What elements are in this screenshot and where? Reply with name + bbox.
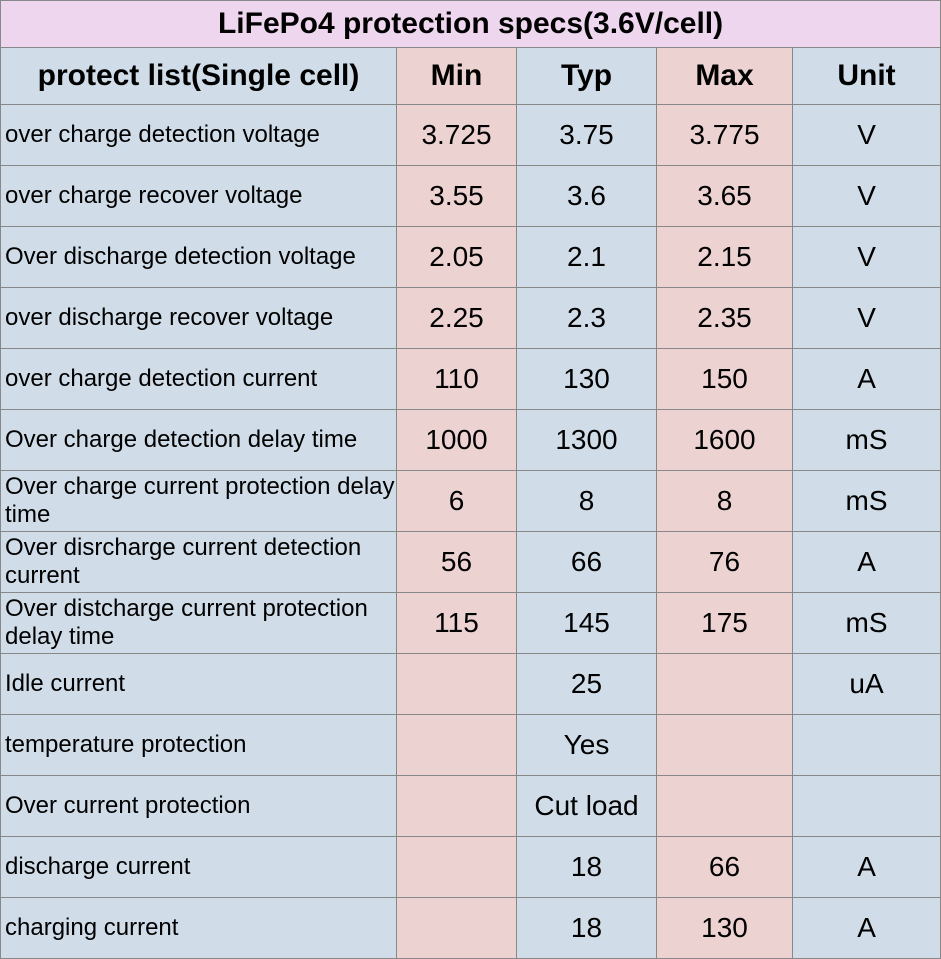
cell-min: 3.55 — [397, 166, 517, 227]
cell-typ: 66 — [517, 532, 657, 593]
cell-typ: 2.1 — [517, 227, 657, 288]
cell-typ: 3.6 — [517, 166, 657, 227]
cell-typ: 1300 — [517, 410, 657, 471]
table-row: Idle current 25 uA — [1, 654, 941, 715]
cell-param: Over charge current protection delay tim… — [1, 471, 397, 532]
header-min: Min — [397, 48, 517, 105]
cell-unit: V — [793, 227, 941, 288]
cell-param: Over charge detection delay time — [1, 410, 397, 471]
cell-param: discharge current — [1, 837, 397, 898]
cell-max: 3.65 — [657, 166, 793, 227]
cell-unit: A — [793, 532, 941, 593]
cell-typ: 2.3 — [517, 288, 657, 349]
cell-typ: 3.75 — [517, 105, 657, 166]
table-row: Over disrcharge current detection curren… — [1, 532, 941, 593]
cell-min: 115 — [397, 593, 517, 654]
cell-max: 2.35 — [657, 288, 793, 349]
table-row: over charge detection voltage3.7253.753.… — [1, 105, 941, 166]
cell-min — [397, 898, 517, 959]
cell-unit: uA — [793, 654, 941, 715]
cell-typ: 130 — [517, 349, 657, 410]
cell-max: 1600 — [657, 410, 793, 471]
cell-unit: A — [793, 898, 941, 959]
header-unit: Unit — [793, 48, 941, 105]
cell-min: 1000 — [397, 410, 517, 471]
title-row: LiFePo4 protection specs(3.6V/cell) — [1, 1, 941, 48]
cell-max — [657, 654, 793, 715]
cell-typ: 145 — [517, 593, 657, 654]
cell-unit: mS — [793, 410, 941, 471]
cell-param: temperature protection — [1, 715, 397, 776]
cell-param: Over discharge detection voltage — [1, 227, 397, 288]
table-row: discharge current 1866A — [1, 837, 941, 898]
cell-max: 175 — [657, 593, 793, 654]
cell-max: 150 — [657, 349, 793, 410]
cell-min — [397, 715, 517, 776]
cell-param: over discharge recover voltage — [1, 288, 397, 349]
cell-unit: A — [793, 349, 941, 410]
table-row: Over charge current protection delay tim… — [1, 471, 941, 532]
cell-min — [397, 654, 517, 715]
cell-max: 66 — [657, 837, 793, 898]
cell-unit — [793, 715, 941, 776]
table-title: LiFePo4 protection specs(3.6V/cell) — [1, 1, 941, 48]
cell-min: 2.05 — [397, 227, 517, 288]
cell-param: Over distcharge current protection delay… — [1, 593, 397, 654]
table-row: over charge recover voltage3.553.63.65V — [1, 166, 941, 227]
cell-min: 110 — [397, 349, 517, 410]
cell-unit: mS — [793, 471, 941, 532]
cell-param: Over current protection — [1, 776, 397, 837]
cell-param: over charge detection current — [1, 349, 397, 410]
cell-param: charging current — [1, 898, 397, 959]
header-row: protect list(Single cell) Min Typ Max Un… — [1, 48, 941, 105]
table-row: Over distcharge current protection delay… — [1, 593, 941, 654]
cell-min: 3.725 — [397, 105, 517, 166]
cell-param: Over disrcharge current detection curren… — [1, 532, 397, 593]
spec-table: LiFePo4 protection specs(3.6V/cell) prot… — [0, 0, 941, 959]
table-row: Over discharge detection voltage2.052.12… — [1, 227, 941, 288]
table-row: charging current 18130A — [1, 898, 941, 959]
table-row: over discharge recover voltage2.252.32.3… — [1, 288, 941, 349]
cell-min — [397, 837, 517, 898]
cell-min: 6 — [397, 471, 517, 532]
cell-typ: Yes — [517, 715, 657, 776]
cell-max: 2.15 — [657, 227, 793, 288]
cell-typ: 25 — [517, 654, 657, 715]
cell-max: 76 — [657, 532, 793, 593]
cell-min: 56 — [397, 532, 517, 593]
cell-param: over charge detection voltage — [1, 105, 397, 166]
cell-typ: 18 — [517, 898, 657, 959]
cell-max: 8 — [657, 471, 793, 532]
cell-unit: V — [793, 105, 941, 166]
header-param: protect list(Single cell) — [1, 48, 397, 105]
table-row: Over current protection Cut load — [1, 776, 941, 837]
cell-typ: 18 — [517, 837, 657, 898]
cell-unit: V — [793, 288, 941, 349]
cell-max: 130 — [657, 898, 793, 959]
cell-min — [397, 776, 517, 837]
cell-param: over charge recover voltage — [1, 166, 397, 227]
cell-param: Idle current — [1, 654, 397, 715]
cell-max — [657, 715, 793, 776]
cell-unit: V — [793, 166, 941, 227]
header-typ: Typ — [517, 48, 657, 105]
table-row: over charge detection current110130150A — [1, 349, 941, 410]
cell-unit: A — [793, 837, 941, 898]
cell-unit — [793, 776, 941, 837]
cell-unit: mS — [793, 593, 941, 654]
header-max: Max — [657, 48, 793, 105]
table-row: Over charge detection delay time10001300… — [1, 410, 941, 471]
cell-min: 2.25 — [397, 288, 517, 349]
cell-max — [657, 776, 793, 837]
table-row: temperature protection Yes — [1, 715, 941, 776]
cell-typ: Cut load — [517, 776, 657, 837]
cell-typ: 8 — [517, 471, 657, 532]
cell-max: 3.775 — [657, 105, 793, 166]
